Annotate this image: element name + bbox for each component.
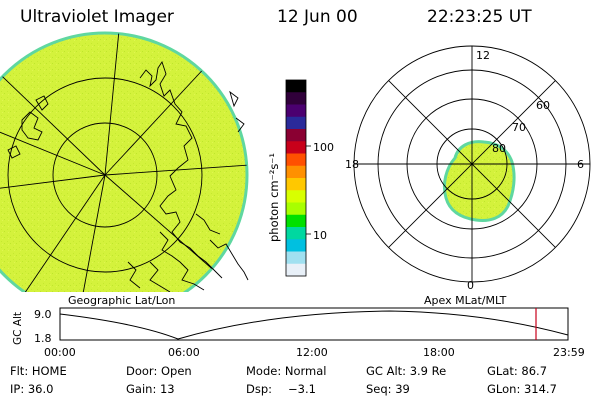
mlat-label-60: 60 <box>536 99 550 112</box>
coastlines <box>7 60 249 292</box>
mlat-label-70: 70 <box>512 121 526 134</box>
status-flt: Flt: HOME <box>10 364 67 378</box>
orbit-altitude-plot: GC Alt 9.0 1.8 00:00 06:00 12:00 18:00 2… <box>12 307 585 359</box>
auroral-image-geo <box>0 31 249 292</box>
status-seq: Seq: 39 <box>366 382 410 396</box>
date-label: 12 Jun 00 <box>277 7 358 27</box>
colorbar-swatch <box>286 178 306 191</box>
colorbar-swatch <box>286 153 306 167</box>
colorbar-swatch <box>286 141 306 154</box>
auroral-oval <box>442 140 516 222</box>
colorbar-frame <box>285 79 307 277</box>
status-gain: Gain: 13 <box>126 382 175 396</box>
mlt-label-12: 12 <box>476 49 490 62</box>
geographic-map <box>0 31 249 292</box>
mlat-label-80: 80 <box>492 142 506 155</box>
colorbar <box>286 80 306 277</box>
colorbar-unit: photon cm⁻²s⁻¹ <box>267 153 281 242</box>
orbit-xtick-0600: 06:00 <box>168 346 200 359</box>
status-ip: IP: 36.0 <box>10 382 54 396</box>
colorbar-swatch <box>286 104 306 118</box>
mlt-label-6: 6 <box>577 158 584 171</box>
orbit-ytick-1.8: 1.8 <box>34 332 52 345</box>
polar-plot: 12 18 6 0 60 70 80 <box>345 45 591 292</box>
colorbar-tick-100: 100 <box>313 141 334 154</box>
colorbar-swatch <box>286 214 306 228</box>
time-label: 22:23:25 UT <box>427 7 532 27</box>
status-door: Door: Open <box>126 364 192 378</box>
left-map-label: Geographic Lat/Lon <box>68 294 175 307</box>
orbit-xtick-0000: 00:00 <box>44 346 76 359</box>
colorbar-swatch <box>286 165 306 179</box>
app-title: Ultraviolet Imager <box>20 7 174 27</box>
colorbar-swatch <box>286 263 306 277</box>
colorbar-swatch <box>286 239 306 252</box>
status-glat: GLat: 86.7 <box>487 364 548 378</box>
colorbar-swatch <box>286 129 306 142</box>
colorbar-swatch <box>286 190 306 203</box>
orbit-xtick-1200: 12:00 <box>296 346 328 359</box>
right-map-label: Apex MLat/MLT <box>424 294 507 307</box>
colorbar-swatch <box>286 116 306 130</box>
status-mode: Mode: Normal <box>246 364 327 378</box>
orbit-xtick-1800: 18:00 <box>423 346 455 359</box>
colorbar-tick-10: 10 <box>313 229 327 242</box>
mlt-label-0: 0 <box>467 279 474 292</box>
mlt-label-18: 18 <box>345 158 359 171</box>
polar-grid <box>353 45 591 283</box>
status-dsp-value: −3.1 <box>288 382 316 396</box>
orbit-ytick-9: 9.0 <box>34 308 52 321</box>
colorbar-swatch <box>286 80 306 93</box>
orbit-altitude-curve <box>59 310 569 340</box>
status-dsp-label: Dsp: <box>246 382 273 396</box>
orbit-frame <box>59 307 569 341</box>
colorbar-swatch <box>286 251 306 265</box>
status-glon: GLon: 314.7 <box>487 382 557 396</box>
colorbar-swatch <box>286 202 306 216</box>
status-gc-alt: GC Alt: 3.9 Re <box>366 364 447 378</box>
orbit-ylabel: GC Alt <box>12 312 24 345</box>
colorbar-swatch <box>286 227 306 240</box>
colorbar-swatch <box>286 92 306 105</box>
orbit-xtick-2359: 23:59 <box>553 346 585 359</box>
